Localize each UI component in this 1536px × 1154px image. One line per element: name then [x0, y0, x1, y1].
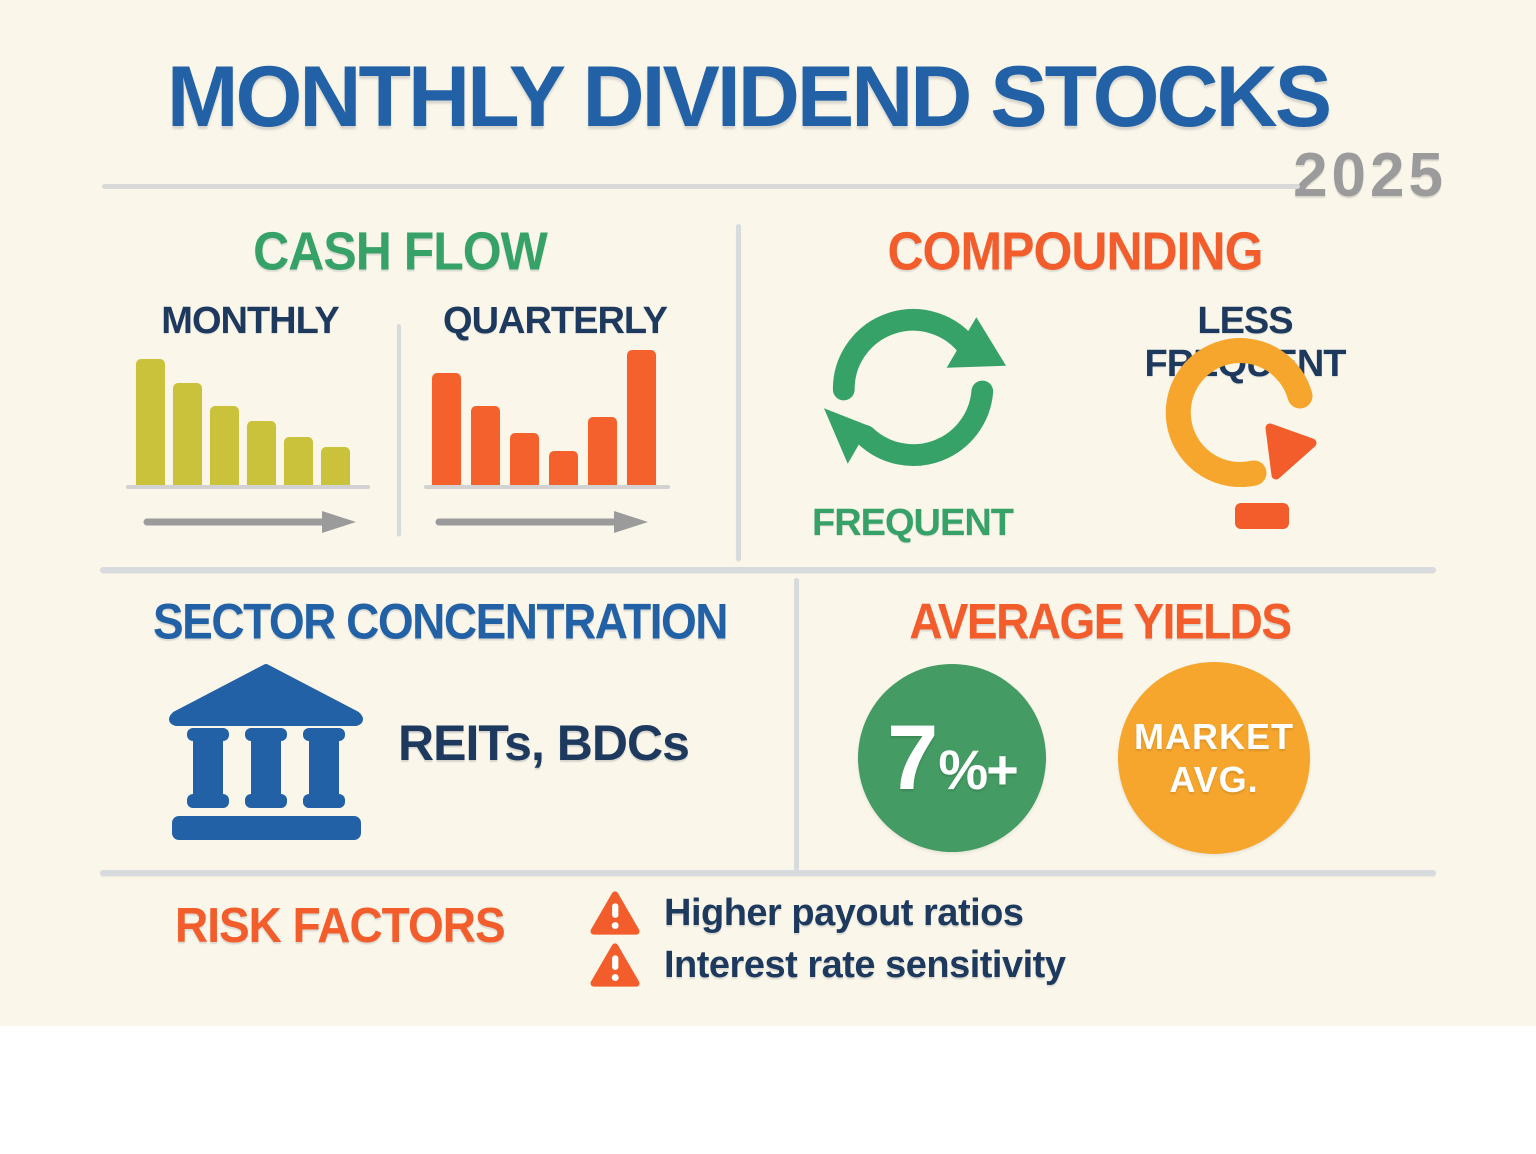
- bar: [173, 383, 202, 486]
- divider-horizontal-2: [100, 870, 1436, 876]
- bank-icon: [169, 664, 363, 840]
- quarterly-bar-chart: [432, 349, 660, 486]
- sector-value: REITs, BDCs: [398, 715, 690, 771]
- bar: [321, 447, 350, 486]
- bar: [136, 359, 165, 486]
- yield-value: 7: [887, 706, 938, 809]
- market-label-line2: AVG.: [1169, 759, 1259, 800]
- bar: [588, 417, 617, 486]
- risk-factors-heading: RISK FACTORS: [175, 897, 506, 953]
- trend-arrow-icon: [435, 511, 648, 533]
- bar: [627, 350, 656, 486]
- trend-arrow-icon: [143, 511, 356, 533]
- market-label-line1: MARKET: [1134, 715, 1294, 757]
- bar: [471, 406, 500, 486]
- refresh-cycle-icon: [823, 309, 1007, 466]
- divider-horizontal-1: [100, 567, 1436, 573]
- average-yields-heading: AVERAGE YIELDS: [909, 592, 1292, 650]
- year-label: 2025: [1293, 141, 1447, 210]
- bar: [284, 437, 313, 486]
- risk-item: Higher payout ratios: [664, 892, 1024, 934]
- market-average-badge: MARKET AVG.: [1118, 662, 1310, 854]
- sector-concentration-heading: SECTOR CONCENTRATION: [153, 592, 728, 650]
- quarterly-chart-baseline: [424, 485, 670, 489]
- bar: [549, 451, 578, 486]
- divider-monthly-quarterly: [397, 324, 401, 536]
- divider-vertical-row2: [794, 578, 799, 871]
- yield-suffix: %+: [938, 737, 1018, 801]
- bar: [210, 406, 239, 486]
- page-title: MONTHLY DIVIDEND STOCKS: [166, 49, 1332, 145]
- cash-flow-heading: CASH FLOW: [253, 220, 548, 282]
- bar: [432, 373, 461, 486]
- bar: [247, 421, 276, 486]
- divider-vertical-row1: [736, 224, 741, 561]
- warning-icon: [590, 891, 640, 935]
- monthly-yield-badge: 7 %+: [858, 664, 1046, 852]
- risk-item: Interest rate sensitivity: [664, 944, 1066, 986]
- quarterly-label: QUARTERLY: [443, 300, 668, 342]
- slow-cycle-icon: [1165, 338, 1317, 529]
- monthly-label: MONTHLY: [161, 300, 339, 342]
- monthly-bar-chart: [136, 356, 356, 486]
- monthly-chart-baseline: [126, 485, 370, 489]
- bar: [510, 433, 539, 486]
- warning-icon: [590, 943, 640, 987]
- frequent-label: FREQUENT: [812, 502, 1014, 544]
- title-underline: [102, 184, 1300, 189]
- compounding-heading: COMPOUNDING: [887, 220, 1263, 282]
